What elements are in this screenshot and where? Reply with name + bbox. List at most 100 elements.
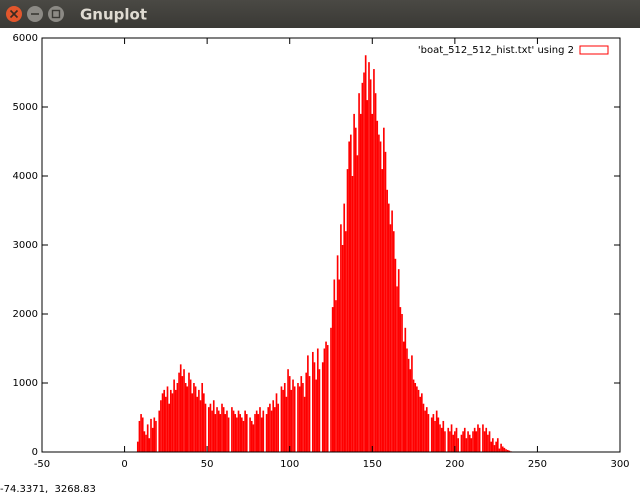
bar (353, 113, 355, 453)
bar (493, 445, 496, 452)
bar (138, 420, 141, 452)
x-tick-label: 250 (528, 459, 547, 470)
bar (468, 434, 471, 452)
bar (485, 427, 488, 452)
bar (432, 414, 435, 452)
bar (315, 379, 317, 452)
bar (397, 269, 400, 452)
bar (222, 407, 225, 452)
bar (178, 372, 180, 452)
bar (212, 400, 215, 452)
bar (363, 72, 365, 452)
bar (472, 431, 474, 452)
bar (174, 389, 177, 452)
bar (366, 100, 369, 452)
bar (280, 386, 283, 452)
bar (411, 355, 413, 452)
bar (287, 369, 289, 452)
bar (505, 449, 507, 452)
x-tick-label: 0 (121, 459, 127, 470)
bar (330, 327, 332, 452)
y-tick-label: 6000 (13, 33, 38, 44)
bar (422, 403, 425, 452)
bar (442, 420, 445, 452)
y-tick-label: 4000 (13, 171, 38, 182)
bar (163, 389, 166, 452)
bar (249, 417, 251, 452)
bar (488, 431, 491, 452)
bar (171, 393, 174, 452)
bar (498, 448, 501, 452)
bar (214, 414, 217, 452)
bar (257, 414, 260, 452)
bar (463, 427, 466, 452)
bar (204, 403, 207, 452)
bar (143, 431, 146, 452)
bar (194, 386, 197, 452)
bar (239, 414, 241, 452)
bar (201, 383, 204, 452)
bar (341, 245, 344, 452)
close-icon (9, 9, 19, 19)
bar (209, 403, 212, 452)
bar (430, 417, 433, 452)
bar (500, 443, 502, 452)
bar (412, 379, 415, 452)
bar (146, 424, 149, 452)
bar (404, 327, 407, 452)
bar (308, 376, 311, 452)
bar (269, 403, 271, 452)
bar (425, 407, 428, 452)
bar (161, 393, 164, 452)
bar (482, 424, 484, 452)
bar (151, 427, 154, 452)
bar (373, 69, 375, 453)
bar (260, 417, 263, 452)
bar (292, 379, 294, 452)
maximize-button[interactable] (48, 6, 64, 22)
bar (189, 379, 192, 452)
bar (293, 386, 296, 452)
bar (435, 410, 438, 452)
bar (176, 383, 179, 452)
bar (492, 438, 494, 452)
bar (254, 414, 256, 452)
y-tick-label: 0 (32, 447, 38, 458)
bar (318, 369, 321, 452)
bar (495, 441, 497, 452)
bar (440, 427, 443, 452)
bar (503, 447, 506, 452)
bar (165, 396, 167, 452)
bar (369, 79, 372, 453)
bar (221, 403, 223, 452)
x-tick-label: 100 (280, 459, 299, 470)
bar (227, 417, 230, 452)
bar (193, 383, 195, 452)
bar (475, 431, 478, 452)
bar (496, 438, 499, 452)
bar (379, 141, 382, 452)
x-tick-label: 300 (610, 459, 629, 470)
bar (351, 176, 354, 452)
bar (275, 393, 278, 452)
bar (419, 396, 422, 452)
bar (242, 420, 245, 452)
bar (272, 400, 275, 452)
bar (386, 189, 388, 453)
y-tick-label: 3000 (13, 240, 38, 251)
bar (244, 410, 246, 452)
bar (417, 389, 420, 452)
bar (465, 438, 468, 452)
bar (267, 407, 270, 452)
bar (345, 231, 347, 452)
bar (409, 369, 412, 452)
bar (467, 431, 469, 452)
plot-border (41, 37, 621, 453)
bar (158, 410, 161, 452)
bar (217, 410, 220, 452)
bar (196, 396, 199, 452)
bar (321, 362, 324, 452)
bar (160, 400, 162, 452)
bar (270, 410, 273, 452)
bar (501, 446, 504, 452)
